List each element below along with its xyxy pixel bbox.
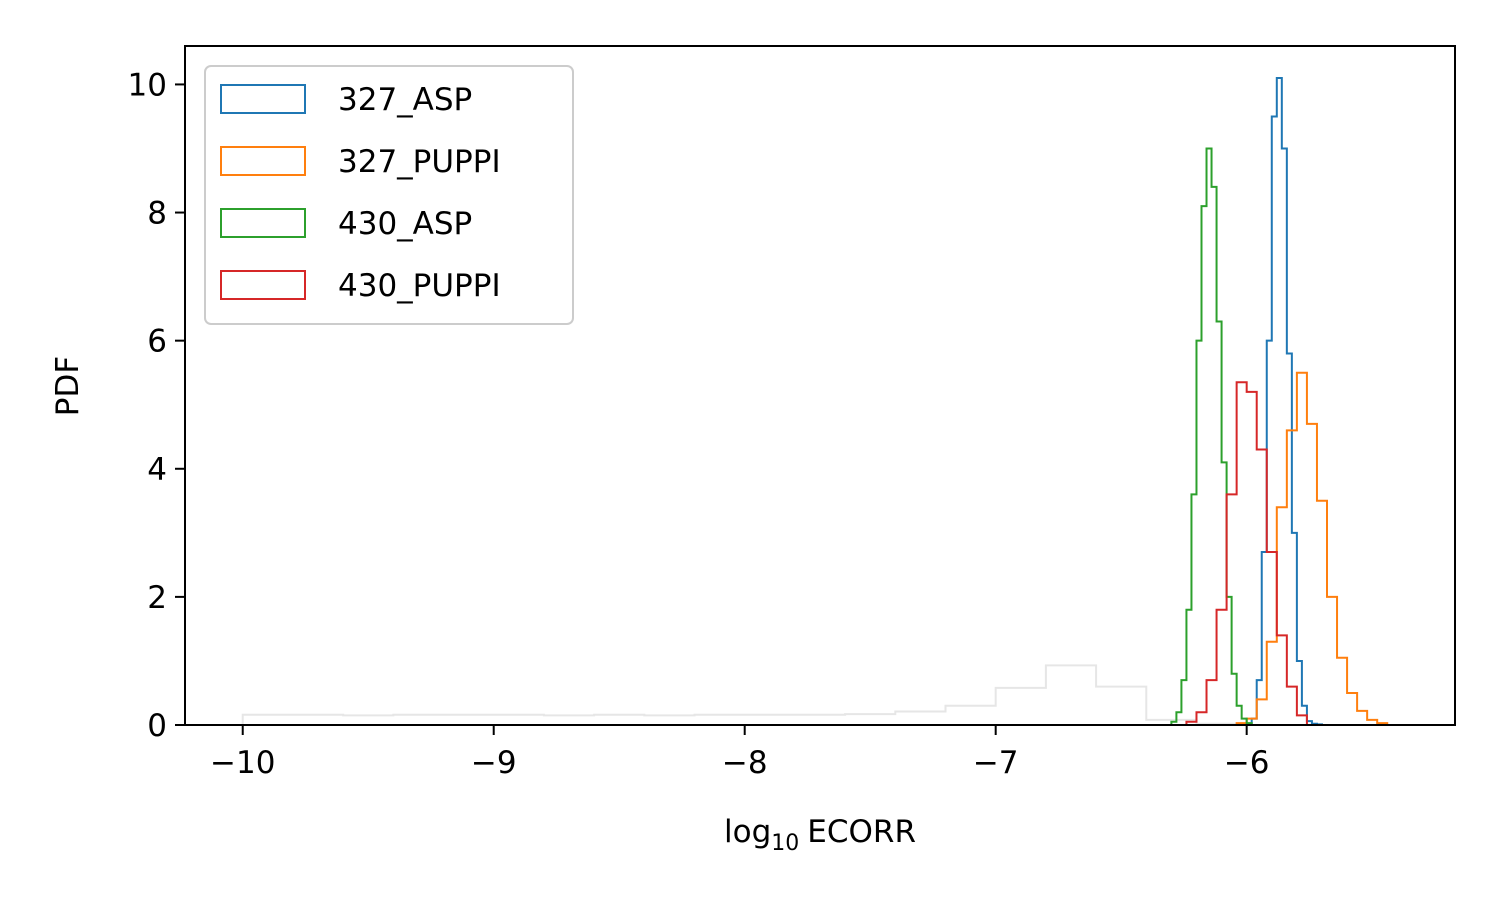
y-tick-label: 6: [147, 324, 167, 360]
series-430-asp-histogram: [1170, 147, 1253, 725]
x-axis-title-subscript: 10: [771, 831, 799, 856]
legend-swatch-327-asp: [220, 84, 306, 114]
series-327-puppi-histogram: [1235, 371, 1389, 725]
y-axis-title: PDF: [50, 356, 86, 416]
background-histogram-layer: [241, 664, 1248, 725]
y-tick-label: 10: [128, 67, 167, 103]
y-tick-label: 0: [147, 708, 167, 744]
legend-box: [204, 65, 574, 325]
x-axis-ticks: −10 −9 −8 −7 −6: [210, 725, 1270, 781]
x-tick-label: −8: [722, 745, 768, 781]
legend-label-430-asp: 430_ASP: [338, 206, 472, 242]
legend-items: 327_ASP 327_PUPPI 430_ASP 430_PUPPI: [220, 82, 501, 304]
x-tick-label: −9: [471, 745, 517, 781]
series-327-asp-histogram: [1245, 77, 1323, 726]
x-axis-title-rest: ECORR: [807, 814, 916, 850]
axes-frame: [184, 45, 1456, 726]
x-axis-title-base: log: [724, 814, 771, 850]
legend-label-430-puppi: 430_PUPPI: [338, 268, 501, 304]
legend: 327_ASP 327_PUPPI 430_ASP 430_PUPPI: [204, 65, 574, 325]
x-tick-label: −7: [973, 745, 1019, 781]
y-tick-label: 2: [147, 580, 167, 616]
series-430-puppi-histogram: [1185, 381, 1308, 725]
legend-swatch-430-asp: [220, 208, 306, 238]
legend-swatch-430-puppi: [220, 270, 306, 300]
x-axis-title: log10 ECORR: [724, 814, 916, 856]
series-layer: [1170, 77, 1389, 726]
background-histogram: [241, 664, 1248, 725]
legend-label-327-puppi: 327_PUPPI: [338, 144, 501, 180]
x-tick-label: −6: [1224, 745, 1270, 781]
legend-label-327-asp: 327_ASP: [338, 82, 472, 118]
legend-swatch-327-puppi: [220, 146, 306, 176]
y-axis-ticks: 0 2 4 6 8 10: [128, 67, 185, 744]
x-tick-label: −10: [210, 745, 275, 781]
y-tick-label: 8: [147, 196, 167, 232]
y-tick-label: 4: [147, 452, 167, 488]
